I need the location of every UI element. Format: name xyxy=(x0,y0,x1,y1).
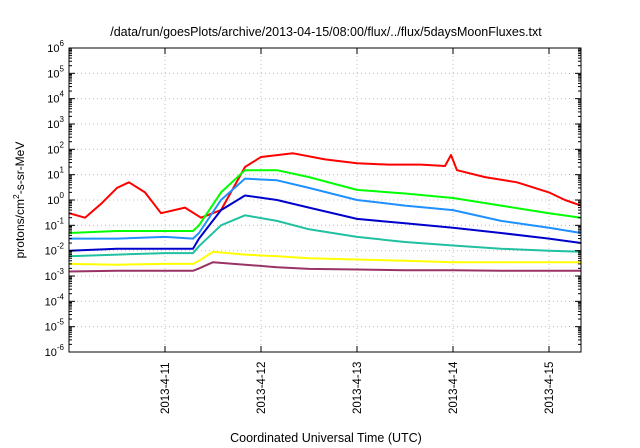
y-tick-label-exponent: 6 xyxy=(60,39,65,48)
y-tick-label-base: 10 xyxy=(47,170,59,182)
series-line-6 xyxy=(68,250,581,266)
y-tick-label-exponent: 5 xyxy=(60,64,65,73)
y-tick-label-base: 10 xyxy=(47,68,59,80)
y-tick-label-base: 10 xyxy=(47,43,59,55)
axis-ticks xyxy=(69,47,581,353)
y-tick-label-base: 10 xyxy=(47,144,59,156)
y-tick-label-base: 10 xyxy=(45,271,57,283)
series-line-1 xyxy=(68,152,582,219)
x-tick-label: 2013-4-12 xyxy=(256,362,268,414)
y-tick-labels: 10-610-510-410-310-210-11001011021031041… xyxy=(45,39,65,359)
y-tick-label-exponent: 0 xyxy=(60,191,65,200)
y-tick-label-exponent: 4 xyxy=(60,90,65,99)
y-tick-label: 10-4 xyxy=(45,292,65,308)
series-lines xyxy=(68,152,582,273)
y-tick-label: 10-3 xyxy=(45,267,65,283)
y-tick-label-base: 10 xyxy=(47,195,59,207)
y-tick-label-base: 10 xyxy=(47,119,59,131)
y-tick-label: 100 xyxy=(47,191,64,207)
y-tick-label: 103 xyxy=(47,115,64,131)
y-tick-label: 10-5 xyxy=(45,318,65,334)
y-tick-label-exponent: -3 xyxy=(57,267,65,276)
y-tick-label-exponent: -2 xyxy=(57,242,65,251)
series-line-7 xyxy=(68,261,581,273)
y-tick-label-base: 10 xyxy=(45,296,57,308)
y-axis-label-sup: 2 xyxy=(11,194,21,199)
x-tick-label: 2013-4-11 xyxy=(160,362,172,414)
x-tick-label: 2013-4-15 xyxy=(544,362,556,414)
y-tick-label-exponent: -4 xyxy=(57,292,65,301)
y-tick-label: 10-1 xyxy=(45,216,65,232)
y-tick-label: 102 xyxy=(47,140,64,156)
y-tick-label: 10-6 xyxy=(45,343,65,359)
y-tick-label-base: 10 xyxy=(45,220,57,232)
y-axis-label: protons/cm2-s-sr-MeV xyxy=(11,142,27,259)
x-axis-label: Coordinated Universal Time (UTC) xyxy=(230,431,422,445)
y-tick-label: 101 xyxy=(47,166,64,182)
series-line-3 xyxy=(69,177,582,240)
series-line-2 xyxy=(68,169,582,234)
y-tick-label: 106 xyxy=(47,39,64,55)
y-axis-label-rest: -s-sr-MeV xyxy=(13,142,27,195)
chart-title: /data/run/goesPlots/archive/2013-04-15/0… xyxy=(110,25,542,39)
y-tick-label-exponent: 1 xyxy=(60,166,65,175)
y-tick-label-base: 10 xyxy=(47,94,59,106)
x-tick-labels: 2013-4-11 2013-4-12 2013-4-13 2013-4-14 2013… xyxy=(160,361,556,414)
y-tick-label-exponent: 3 xyxy=(60,115,65,124)
y-tick-label: 104 xyxy=(47,90,64,106)
x-tick-label: 2013-4-13 xyxy=(352,362,364,414)
y-axis-label-base: protons/cm xyxy=(13,199,27,258)
series-line-4 xyxy=(68,194,582,252)
y-tick-label: 105 xyxy=(47,64,64,80)
x-tick-label: 2013-4-14 xyxy=(448,361,460,414)
y-tick-label-exponent: 2 xyxy=(60,140,65,149)
y-tick-label-base: 10 xyxy=(45,322,57,334)
series-line-5 xyxy=(68,214,582,258)
grid-lines xyxy=(69,48,581,352)
y-tick-label: 10-2 xyxy=(45,242,65,258)
y-tick-label-base: 10 xyxy=(45,246,57,258)
y-tick-label-base: 10 xyxy=(45,347,57,359)
y-tick-label-exponent: -1 xyxy=(57,216,65,225)
y-tick-label-exponent: -6 xyxy=(57,343,65,352)
y-tick-label-exponent: -5 xyxy=(57,318,65,327)
